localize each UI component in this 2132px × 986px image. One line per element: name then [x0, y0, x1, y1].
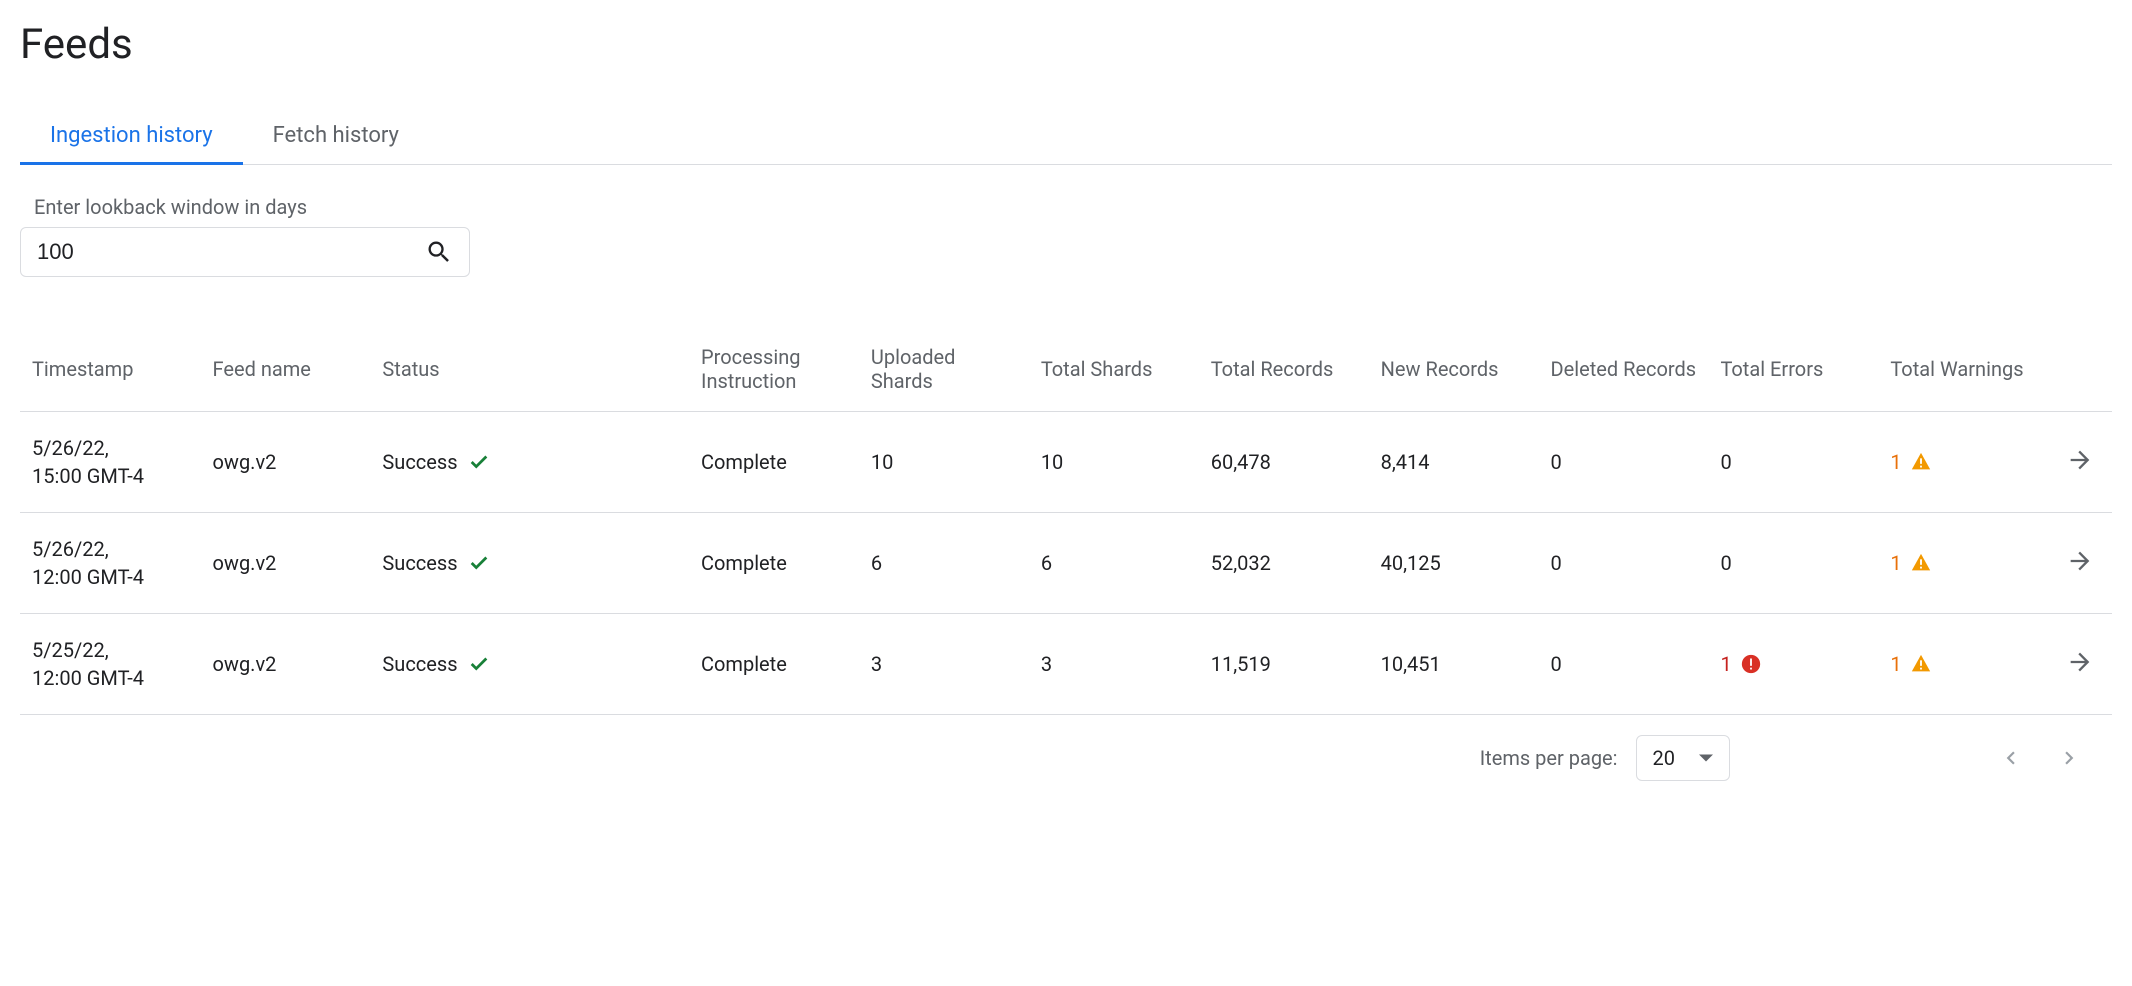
ingestion-table: Timestamp Feed name Status Processing In… — [20, 327, 2112, 715]
total-shards-cell: 6 — [1029, 513, 1199, 614]
processing-instruction-cell: Complete — [689, 412, 859, 513]
feed-name-cell: owg.v2 — [201, 614, 371, 715]
total-warnings-cell: 1 — [1878, 412, 2048, 513]
table-header-row: Timestamp Feed name Status Processing In… — [20, 327, 2112, 412]
table-row: 5/26/22, 12:00 GMT-4owg.v2 Success Complet… — [20, 513, 2112, 614]
column-header-total-shards: Total Shards — [1029, 327, 1199, 412]
check-icon — [468, 451, 490, 473]
total-warnings-value: 1 — [1890, 652, 1901, 676]
total-errors-cell: 1 — [1708, 614, 1878, 715]
total-errors-value: 0 — [1720, 551, 1731, 575]
items-per-page-select[interactable]: 20 — [1636, 735, 1730, 781]
status-text: Success — [382, 450, 457, 474]
page-title: Feeds — [20, 20, 2112, 69]
deleted-records-cell: 0 — [1539, 513, 1709, 614]
tabs-container: Ingestion history Fetch history — [20, 109, 2112, 165]
timestamp-cell: 5/26/22, 15:00 GMT-4 — [20, 412, 201, 513]
total-errors-value: 1 — [1720, 652, 1731, 676]
column-header-uploaded-shards: Uploaded Shards — [859, 327, 1029, 412]
total-shards-cell: 3 — [1029, 614, 1199, 715]
table-row: 5/26/22, 15:00 GMT-4owg.v2 Success Complet… — [20, 412, 2112, 513]
next-page-button[interactable] — [2056, 745, 2082, 771]
uploaded-shards-cell: 3 — [859, 614, 1029, 715]
warning-icon — [1910, 653, 1932, 675]
column-header-total-errors: Total Errors — [1708, 327, 1878, 412]
row-detail-arrow-cell — [2048, 614, 2112, 715]
status-text: Success — [382, 652, 457, 676]
arrow-right-icon[interactable] — [2066, 446, 2094, 474]
status-text: Success — [382, 551, 457, 575]
uploaded-shards-cell: 6 — [859, 513, 1029, 614]
pagination-label: Items per page: — [1480, 746, 1618, 770]
column-header-deleted-records: Deleted Records — [1539, 327, 1709, 412]
deleted-records-cell: 0 — [1539, 412, 1709, 513]
status-cell: Success — [370, 513, 689, 614]
lookback-section: Enter lookback window in days — [20, 195, 2112, 277]
feed-name-cell: owg.v2 — [201, 513, 371, 614]
items-per-page-value: 20 — [1653, 746, 1675, 770]
error-icon — [1740, 653, 1762, 675]
total-errors-value: 0 — [1720, 450, 1731, 474]
deleted-records-cell: 0 — [1539, 614, 1709, 715]
column-header-total-warnings: Total Warnings — [1878, 327, 2048, 412]
pagination: Items per page: 20 — [20, 715, 2112, 801]
total-records-cell: 11,519 — [1199, 614, 1369, 715]
total-records-cell: 60,478 — [1199, 412, 1369, 513]
timestamp-cell: 5/26/22, 12:00 GMT-4 — [20, 513, 201, 614]
processing-instruction-cell: Complete — [689, 513, 859, 614]
uploaded-shards-cell: 10 — [859, 412, 1029, 513]
lookback-input[interactable] — [37, 239, 425, 265]
feed-name-cell: owg.v2 — [201, 412, 371, 513]
processing-instruction-cell: Complete — [689, 614, 859, 715]
column-header-total-records: Total Records — [1199, 327, 1369, 412]
new-records-cell: 40,125 — [1369, 513, 1539, 614]
column-header-new-records: New Records — [1369, 327, 1539, 412]
timestamp-cell: 5/25/22, 12:00 GMT-4 — [20, 614, 201, 715]
total-shards-cell: 10 — [1029, 412, 1199, 513]
row-detail-arrow-cell — [2048, 412, 2112, 513]
total-errors-cell: 0 — [1708, 513, 1878, 614]
column-header-processing-instruction: Processing Instruction — [689, 327, 859, 412]
total-records-cell: 52,032 — [1199, 513, 1369, 614]
lookback-label: Enter lookback window in days — [20, 195, 2112, 219]
total-warnings-value: 1 — [1890, 551, 1901, 575]
arrow-right-icon[interactable] — [2066, 648, 2094, 676]
row-detail-arrow-cell — [2048, 513, 2112, 614]
lookback-input-wrapper — [20, 227, 470, 277]
check-icon — [468, 653, 490, 675]
previous-page-button[interactable] — [1998, 745, 2024, 771]
total-warnings-value: 1 — [1890, 450, 1901, 474]
column-header-feed-name: Feed name — [201, 327, 371, 412]
new-records-cell: 8,414 — [1369, 412, 1539, 513]
search-icon[interactable] — [425, 238, 453, 266]
dropdown-icon — [1699, 751, 1713, 765]
status-cell: Success — [370, 614, 689, 715]
total-warnings-cell: 1 — [1878, 513, 2048, 614]
column-header-status: Status — [370, 327, 689, 412]
warning-icon — [1910, 552, 1932, 574]
warning-icon — [1910, 451, 1932, 473]
arrow-right-icon[interactable] — [2066, 547, 2094, 575]
total-warnings-cell: 1 — [1878, 614, 2048, 715]
tab-ingestion-history[interactable]: Ingestion history — [20, 109, 243, 165]
status-cell: Success — [370, 412, 689, 513]
check-icon — [468, 552, 490, 574]
table-row: 5/25/22, 12:00 GMT-4owg.v2 Success Complet… — [20, 614, 2112, 715]
tab-fetch-history[interactable]: Fetch history — [243, 109, 429, 165]
new-records-cell: 10,451 — [1369, 614, 1539, 715]
column-header-timestamp: Timestamp — [20, 327, 201, 412]
total-errors-cell: 0 — [1708, 412, 1878, 513]
